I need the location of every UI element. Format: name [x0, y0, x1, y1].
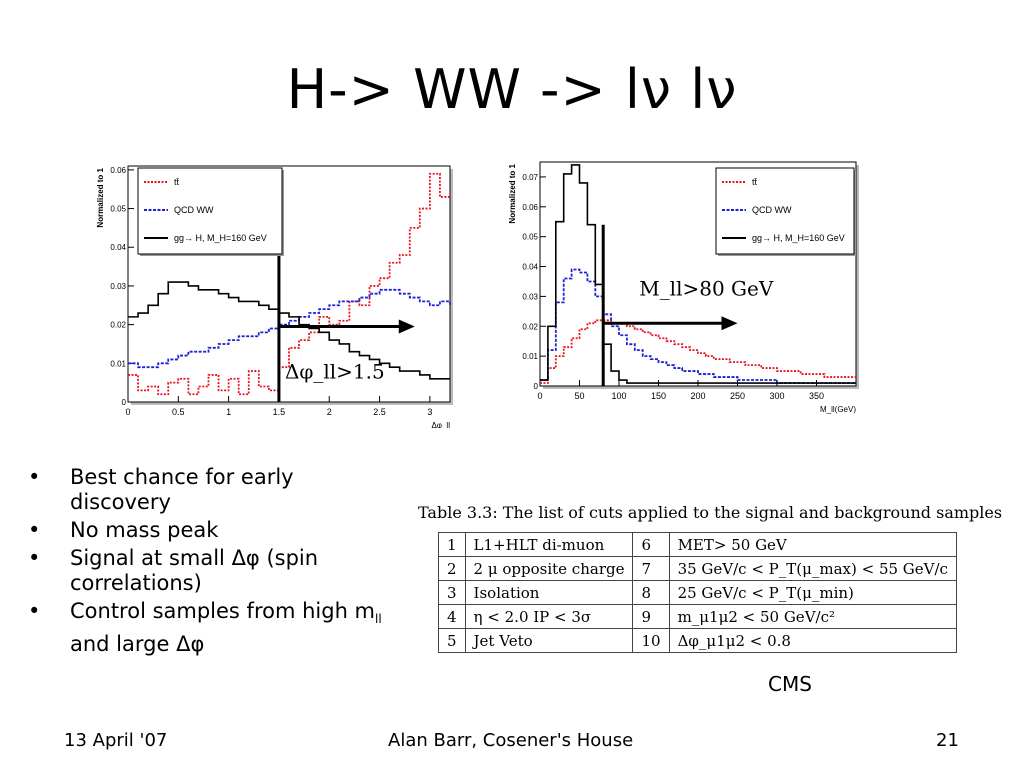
y-tick-label: 0.07	[522, 173, 538, 182]
footer-center: Alan Barr, Cosener's House	[388, 730, 634, 751]
y-tick-label: 0.03	[522, 292, 538, 301]
y-tick-label: 0.04	[110, 243, 126, 252]
bullet-item: • Best chance for early discovery	[28, 465, 294, 514]
table-cell: 8	[632, 580, 670, 605]
table-cell: 9	[632, 604, 670, 629]
table-cell: Δφ_μ1μ2 < 0.8	[668, 628, 957, 653]
legend-label: QCD WW	[752, 205, 792, 215]
series-line	[128, 281, 450, 380]
x-tick-label: 3	[427, 407, 432, 417]
legend-label: tt̄	[174, 177, 180, 187]
x-axis-label: Δφ_ll	[431, 421, 450, 428]
bullet-list: • Best chance for early discovery • No mas…	[28, 465, 398, 660]
y-tick-label: 0.06	[522, 203, 538, 212]
chart-svg: 0 50 100 150 200 250 300 350 0 0.01 0.02 0.03 0.04 0.…	[508, 161, 859, 414]
series-line	[540, 268, 856, 384]
table-cell: 10	[632, 628, 670, 653]
table-cell: 5	[438, 628, 466, 653]
legend-label: gg→ H, M_H=160 GeV	[174, 233, 267, 243]
y-tick-label: 0.05	[110, 205, 126, 214]
bullet-item: • Control samples from high mll and large…	[28, 599, 382, 657]
table-cell: 6	[632, 532, 670, 557]
x-tick-label: 100	[611, 391, 626, 401]
plot-mll: 0 50 100 150 200 250 300 350 0 0.01 0.02 0.03 0.04 0.…	[506, 158, 866, 428]
y-axis-label: Normalized to 1	[508, 163, 517, 223]
x-tick-label: 1.5	[273, 407, 286, 417]
y-tick-label: 0	[534, 382, 539, 391]
x-tick-label: 350	[809, 391, 824, 401]
cut-arrow-head	[398, 319, 415, 334]
x-tick-label: 200	[690, 391, 705, 401]
table-cell: 2 μ opposite charge	[464, 556, 634, 581]
cut-label: Δφ_ll>1.5	[285, 360, 385, 384]
table-cell: Isolation	[464, 580, 634, 605]
table-cell: Jet Veto	[464, 628, 634, 653]
footer-date: 13 April '07	[64, 730, 168, 751]
x-tick-label: 0	[125, 407, 130, 417]
legend-label: gg→ H, M_H=160 GeV	[752, 233, 845, 243]
y-tick-label: 0.03	[110, 282, 126, 291]
legend-label: tt̄	[752, 177, 758, 187]
table-cell: 35 GeV/c < P_T(μ_max) < 55 GeV/c	[668, 556, 957, 581]
series-line	[540, 319, 856, 384]
legend-box	[715, 167, 855, 255]
x-tick-label: 250	[730, 391, 745, 401]
x-tick-label: 2	[327, 407, 332, 417]
source-label: CMS	[768, 672, 812, 696]
y-tick-label: 0.01	[522, 352, 538, 361]
cut-label: M_ll>80 GeV	[639, 276, 774, 300]
table-cell: 2	[438, 556, 466, 581]
cuts-table: 1 L1+HLT di-muon 6 MET> 50 GeV 2 2 μ opposite…	[438, 532, 957, 653]
x-tick-label: 0	[537, 391, 542, 401]
x-tick-label: 1	[226, 407, 231, 417]
table-row: 5 Jet Veto 10 Δφ_μ1μ2 < 0.8	[438, 628, 957, 653]
series-line	[540, 164, 856, 384]
table-cell: 7	[632, 556, 670, 581]
table-cell: 25 GeV/c < P_T(μ_min)	[668, 580, 957, 605]
table-cell: m_μ1μ2 < 50 GeV/c²	[668, 604, 957, 629]
table-cell: MET> 50 GeV	[668, 532, 957, 557]
bullet-item: • Signal at small Δφ (spin correlations)	[28, 546, 319, 595]
table-cell: L1+HLT di-muon	[464, 532, 634, 557]
table-cell: η < 2.0 IP < 3σ	[464, 604, 634, 629]
y-tick-label: 0.02	[110, 321, 126, 330]
y-tick-label: 0.06	[110, 166, 126, 175]
plot-delta-phi: 0 0.5 1 1.5 2 2.5 3 0 0.01 0.02 0.03 0.04 0.05 0.06 No…	[96, 158, 456, 428]
x-tick-label: 2.5	[373, 407, 386, 417]
y-tick-label: 0.02	[522, 322, 538, 331]
y-tick-label: 0.01	[110, 359, 126, 368]
table-cell: 1	[438, 532, 466, 557]
cut-arrow-head	[721, 316, 738, 331]
bullet-item: • No mass peak	[28, 518, 219, 542]
y-axis-label: Normalized to 1	[96, 167, 105, 227]
series-line	[128, 288, 451, 369]
table-cell: 4	[438, 604, 466, 629]
table-row: 3 Isolation 8 25 GeV/c < P_T(μ_min)	[438, 580, 957, 605]
legend-label: QCD WW	[174, 205, 214, 215]
y-tick-label: 0	[122, 398, 127, 407]
table-row: 1 L1+HLT di-muon 6 MET> 50 GeV	[438, 532, 957, 557]
x-tick-label: 300	[769, 391, 784, 401]
x-tick-label: 50	[574, 391, 584, 401]
chart-svg: 0 0.5 1 1.5 2 2.5 3 0 0.01 0.02 0.03 0.04 0.05 0.06 No…	[96, 165, 453, 428]
x-tick-label: 0.5	[172, 407, 185, 417]
slide-title: H-> WW -> lν lν	[286, 58, 738, 121]
table-caption: Table 3.3: The list of cuts applied to t…	[418, 503, 1003, 522]
y-tick-label: 0.05	[522, 233, 538, 242]
x-axis-label: M_ll(GeV)	[820, 405, 856, 414]
table-cell: 3	[438, 580, 466, 605]
x-tick-label: 150	[651, 391, 666, 401]
y-tick-label: 0.04	[522, 263, 538, 272]
footer-page: 21	[936, 730, 959, 751]
